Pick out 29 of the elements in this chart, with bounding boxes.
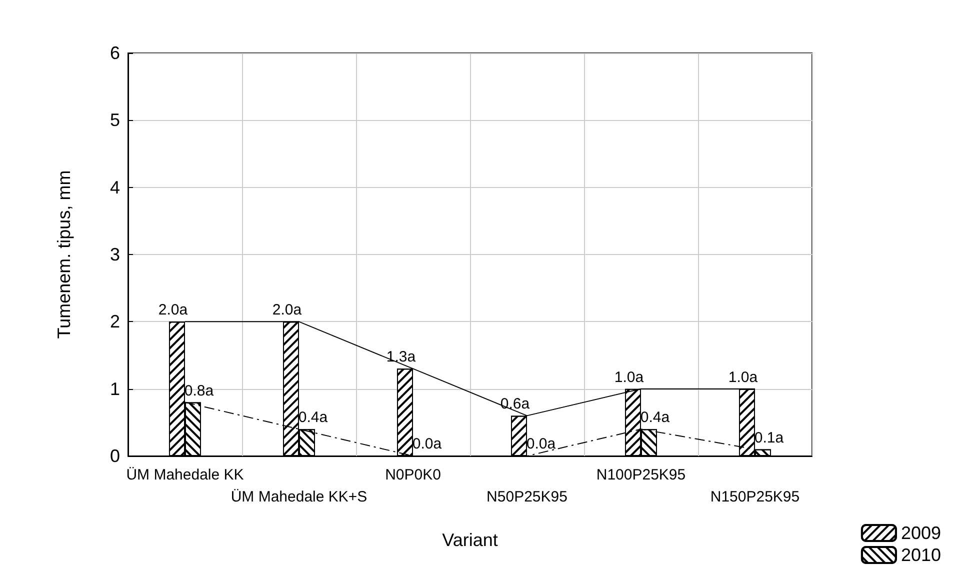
data-label: 2.0a — [272, 302, 302, 319]
x-axis-title: Variant — [442, 530, 498, 550]
y-tick-label: 1 — [110, 378, 120, 399]
y-axis-title: Tumenem. tipus, mm — [54, 170, 74, 339]
y-tick-label: 5 — [110, 110, 120, 130]
y-tick-label: 0 — [110, 446, 120, 466]
x-tick-label: N100P25K95 — [596, 466, 686, 484]
x-tick-label: N50P25K95 — [486, 488, 568, 506]
x-tick-label: N150P25K95 — [710, 488, 800, 506]
x-tick-label: ÜM Mahedale KK — [126, 466, 244, 484]
data-label: 0.8a — [184, 382, 214, 400]
x-tick-label: N0P0K0 — [385, 466, 441, 484]
legend-label: 2010 — [900, 545, 942, 565]
data-label: 2.0a — [158, 302, 188, 319]
data-label: 0.0a — [412, 436, 442, 452]
data-label: 1.0a — [614, 368, 644, 386]
data-label: 0.4a — [298, 409, 328, 426]
data-label: 1.3a — [386, 348, 416, 366]
legend-label: 2009 — [900, 523, 942, 543]
y-tick-label: 3 — [110, 244, 120, 264]
data-label: 0.6a — [500, 396, 530, 413]
y-tick-label: 6 — [110, 43, 120, 63]
data-label: 1.0a — [728, 368, 758, 386]
y-tick-label: 4 — [110, 177, 120, 198]
data-label: 0.0a — [526, 436, 556, 452]
x-tick-label: ÜM Mahedale KK+S — [230, 488, 368, 506]
data-label: 0.4a — [640, 409, 670, 426]
y-tick-label: 2 — [110, 312, 120, 332]
data-label: 0.1a — [754, 429, 784, 446]
